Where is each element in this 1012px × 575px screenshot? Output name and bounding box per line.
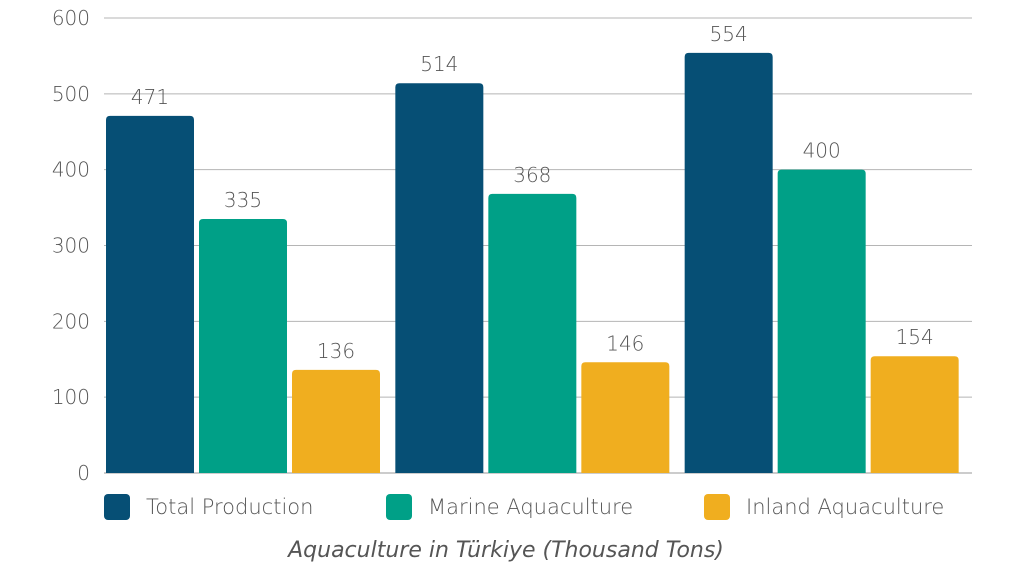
data-label: 368 xyxy=(513,163,551,187)
legend: Total Production Marine Aquaculture Inla… xyxy=(104,490,974,524)
bar-inland-aquaculture xyxy=(292,369,380,473)
data-label: 335 xyxy=(224,188,262,212)
bar-inland-aquaculture xyxy=(870,356,959,473)
legend-label: Total Production xyxy=(146,495,314,519)
bar-marine-aquaculture xyxy=(488,193,577,473)
legend-label: Inland Aquaculture xyxy=(746,495,945,519)
y-tick-label: 200 xyxy=(52,309,90,333)
bar-inland-aquaculture xyxy=(581,362,670,473)
bar-marine-aquaculture xyxy=(199,218,287,473)
y-axis-ticks: 0 100 200 300 400 500 600 xyxy=(52,6,90,485)
legend-label: Marine Aquaculture xyxy=(428,495,634,519)
legend-item-marine-aquaculture: Marine Aquaculture xyxy=(386,490,633,524)
y-tick-label: 100 xyxy=(52,385,90,409)
legend-swatch-total-production xyxy=(104,494,130,520)
y-tick-label: 0 xyxy=(77,461,90,485)
data-label: 471 xyxy=(131,85,169,109)
data-label: 146 xyxy=(606,331,644,355)
y-tick-label: 300 xyxy=(52,234,90,258)
legend-swatch-marine-aquaculture xyxy=(386,494,412,520)
y-tick-label: 500 xyxy=(52,82,90,106)
bar-total-production xyxy=(395,83,484,473)
y-tick-label: 400 xyxy=(52,158,90,182)
legend-swatch-inland-aquaculture xyxy=(704,494,730,520)
bar-chart: 0 100 200 300 400 500 600 471 514 554 335 368 400 13… xyxy=(52,6,972,485)
legend-item-total-production: Total Production xyxy=(104,490,313,524)
data-label: 154 xyxy=(896,325,934,349)
data-labels: 471 514 554 335 368 400 136 146 154 xyxy=(131,22,934,363)
chart-caption: Aquaculture in Türkiye (Thousand Tons) xyxy=(288,538,724,563)
data-label: 136 xyxy=(317,339,355,363)
bar-marine-aquaculture xyxy=(777,169,866,473)
bar-total-production xyxy=(106,115,194,473)
data-label: 400 xyxy=(803,139,841,163)
data-label: 554 xyxy=(710,22,748,46)
bar-total-production xyxy=(684,52,773,474)
legend-item-inland-aquaculture: Inland Aquaculture xyxy=(704,490,944,524)
data-label: 514 xyxy=(420,52,458,76)
y-tick-label: 600 xyxy=(52,6,90,30)
bars xyxy=(106,52,959,474)
